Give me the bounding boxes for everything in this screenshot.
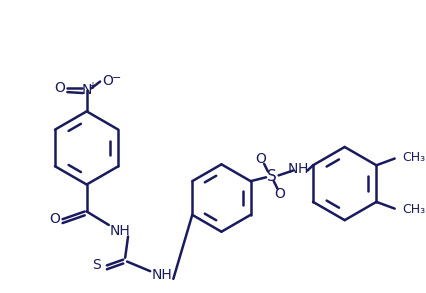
Text: O: O — [49, 212, 60, 226]
Text: O: O — [274, 187, 285, 201]
Text: CH₃: CH₃ — [403, 151, 426, 164]
Text: O: O — [54, 81, 65, 95]
Text: NH: NH — [151, 268, 172, 282]
Text: CH₃: CH₃ — [403, 203, 426, 216]
Text: S: S — [267, 169, 277, 184]
Text: N: N — [288, 162, 298, 176]
Text: O: O — [255, 152, 266, 166]
Text: +: + — [89, 81, 96, 91]
Text: H: H — [297, 162, 308, 176]
Text: NH: NH — [110, 224, 131, 238]
Text: S: S — [92, 258, 101, 272]
Text: −: − — [112, 73, 121, 83]
Text: O: O — [102, 74, 113, 88]
Text: N: N — [81, 83, 92, 97]
